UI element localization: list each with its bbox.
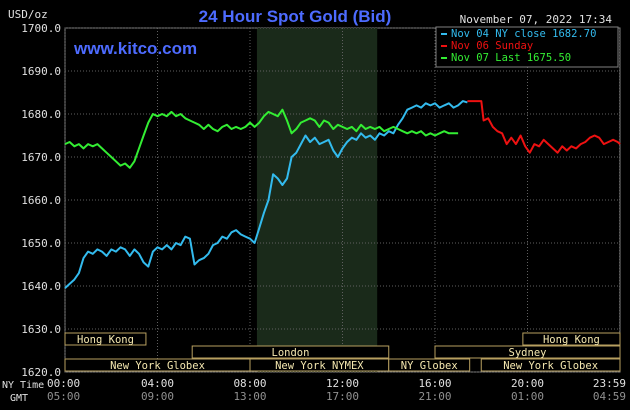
- series-line-nov04: [64, 100, 468, 289]
- session-bar: [64, 332, 147, 346]
- x-tick-label-ny: 08:00: [233, 377, 266, 390]
- x-tick-label-gmt: 13:00: [233, 390, 266, 403]
- session-label: London: [272, 347, 310, 359]
- timestamp: November 07, 2022 17:34: [460, 13, 613, 26]
- x-tick-label-ny: 04:00: [141, 377, 174, 390]
- gmt-axis-title: GMT: [10, 393, 28, 404]
- y-tick-label: 1630.0: [21, 323, 61, 336]
- series-line-nov07: [64, 108, 459, 169]
- session-label: New York Globex: [110, 360, 205, 372]
- session-bar: [480, 358, 621, 372]
- x-tick-label-gmt: 09:00: [141, 390, 174, 403]
- x-tick-label-ny: 16:00: [418, 377, 451, 390]
- series-line-nov06: [467, 100, 621, 154]
- x-tick-label-gmt: 17:00: [326, 390, 359, 403]
- ny-time-axis-title: NY Time: [2, 380, 44, 391]
- x-tick-label-ny: 00:00: [47, 377, 80, 390]
- y-tick-label: 1690.0: [21, 65, 61, 78]
- grid-lines: [64, 27, 621, 373]
- legend: Nov 04 NY close 1682.70 Nov 06 Sunday No…: [435, 26, 619, 68]
- y-axis-unit-label: USD/oz: [8, 8, 48, 21]
- legend-box: [435, 26, 619, 68]
- session-bar: [522, 332, 621, 346]
- session-label: Sydney: [509, 347, 547, 359]
- legend-label-nov07: Nov 07 Last 1675.50: [451, 52, 571, 64]
- y-tick-label: 1650.0: [21, 237, 61, 250]
- session-label: Hong Kong: [543, 334, 600, 346]
- y-axis-tick-labels: 1700.0 1690.0 1680.0 1670.0 1660.0 1650.0 1640…: [21, 22, 61, 379]
- y-tick-label: 1640.0: [21, 280, 61, 293]
- session-label: New York NYMEX: [275, 360, 364, 372]
- session-label: Hong Kong: [77, 334, 134, 346]
- session-bar: [388, 358, 471, 372]
- site-watermark: www.kitco.com: [73, 39, 197, 58]
- session-bar: [434, 345, 621, 359]
- x-tick-label-gmt: 04:59: [593, 390, 626, 403]
- chart-title: 24 Hour Spot Gold (Bid): [199, 7, 392, 26]
- x-tick-label-gmt: 01:00: [511, 390, 544, 403]
- x-tick-label-ny: 20:00: [511, 377, 544, 390]
- legend-label-nov06: Nov 06 Sunday: [451, 40, 533, 52]
- x-tick-label-gmt: 21:00: [418, 390, 451, 403]
- session-label: NY Globex: [401, 360, 458, 372]
- y-tick-label: 1680.0: [21, 108, 61, 121]
- legend-label-nov04: Nov 04 NY close 1682.70: [451, 28, 596, 40]
- x-tick-label-ny: 12:00: [326, 377, 359, 390]
- session-label: New York Globex: [503, 360, 598, 372]
- session-bar: [191, 345, 390, 359]
- y-tick-label: 1670.0: [21, 151, 61, 164]
- y-tick-label: 1620.0: [21, 366, 61, 379]
- x-tick-label-gmt: 05:00: [47, 390, 80, 403]
- y-tick-label: 1700.0: [21, 22, 61, 35]
- series-layer: [64, 100, 621, 289]
- x-tick-label-ny: 23:59: [593, 377, 626, 390]
- market-session-bars: Hong Kong London New York Globex New York N…: [64, 332, 621, 372]
- y-tick-label: 1660.0: [21, 194, 61, 207]
